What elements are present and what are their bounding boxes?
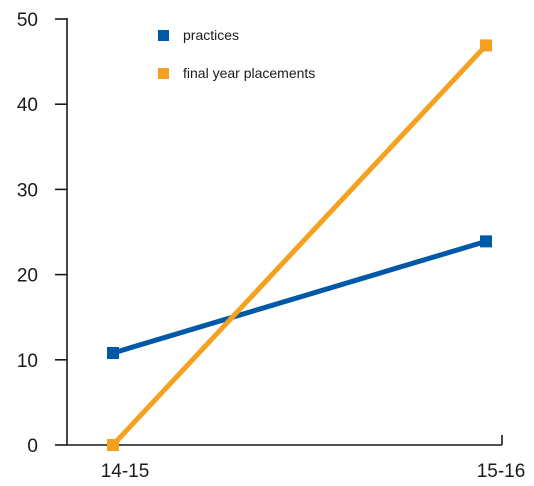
y-tick-label: 30 bbox=[17, 180, 38, 201]
x-tick-label: 15-16 bbox=[477, 461, 526, 482]
series-1 bbox=[107, 39, 492, 451]
data-point-marker bbox=[107, 439, 119, 451]
legend-label: practices bbox=[183, 27, 239, 43]
legend: practices final year placements bbox=[158, 27, 315, 81]
series-line bbox=[111, 43, 488, 447]
y-tick-label: 0 bbox=[27, 436, 38, 457]
x-tick-label: 14-15 bbox=[101, 461, 150, 482]
legend-label: final year placements bbox=[183, 65, 315, 81]
series bbox=[107, 39, 492, 451]
y-tick-label: 40 bbox=[17, 95, 38, 116]
data-point-marker bbox=[107, 346, 119, 359]
data-point-marker bbox=[480, 235, 492, 248]
legend-swatch bbox=[158, 68, 169, 79]
axes bbox=[66, 18, 503, 446]
y-tick-label: 10 bbox=[17, 351, 38, 372]
y-tick-label: 20 bbox=[17, 266, 38, 287]
y-ticks: 0 10 20 30 40 50 bbox=[17, 10, 67, 457]
data-point-marker bbox=[480, 39, 492, 52]
y-tick-label: 50 bbox=[17, 10, 38, 31]
x-ticks: 14-15 15-16 bbox=[101, 461, 526, 482]
legend-swatch bbox=[158, 30, 169, 41]
series-line bbox=[112, 238, 487, 356]
series-0 bbox=[107, 235, 492, 359]
